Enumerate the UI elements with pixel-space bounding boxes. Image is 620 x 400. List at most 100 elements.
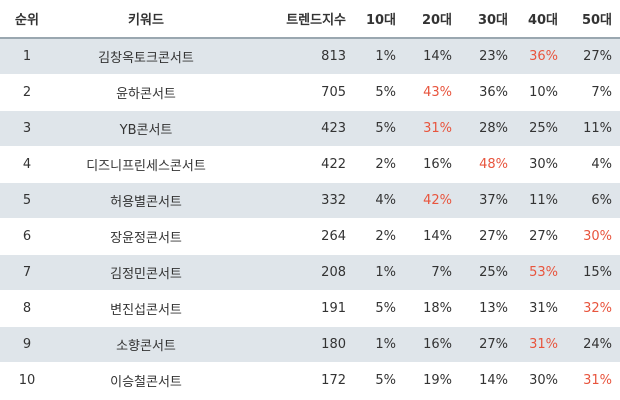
age50-cell: 11% [566, 110, 620, 146]
rank-cell: 7 [0, 254, 54, 290]
age40-cell: 27% [516, 218, 566, 254]
keyword-cell: 김정민콘서트 [54, 254, 238, 290]
age40-cell: 25% [516, 110, 566, 146]
age30-cell: 48% [460, 146, 516, 182]
table-row: 4 디즈니프린세스콘서트 422 2% 16% 48% 30% 4% [0, 146, 620, 182]
age50-cell: 32% [566, 290, 620, 326]
header-keyword: 키워드 [54, 0, 238, 38]
header-age30: 30대 [460, 0, 516, 38]
trend-index-cell: 813 [238, 38, 354, 74]
age10-cell: 2% [354, 218, 404, 254]
table-row: 5 허용별콘서트 332 4% 42% 37% 11% 6% [0, 182, 620, 218]
age50-cell: 30% [566, 218, 620, 254]
keyword-cell: 장윤정콘서트 [54, 218, 238, 254]
age20-cell: 14% [404, 218, 460, 254]
age40-cell: 31% [516, 290, 566, 326]
age10-cell: 1% [354, 38, 404, 74]
age20-cell: 14% [404, 38, 460, 74]
trend-index-cell: 705 [238, 74, 354, 110]
rank-cell: 6 [0, 218, 54, 254]
age50-cell: 7% [566, 74, 620, 110]
header-age10: 10대 [354, 0, 404, 38]
age10-cell: 2% [354, 146, 404, 182]
table-row: 9 소향콘서트 180 1% 16% 27% 31% 24% [0, 326, 620, 362]
rank-cell: 4 [0, 146, 54, 182]
age10-cell: 5% [354, 74, 404, 110]
age10-cell: 5% [354, 290, 404, 326]
trend-index-cell: 264 [238, 218, 354, 254]
keyword-cell: 허용별콘서트 [54, 182, 238, 218]
table-row: 6 장윤정콘서트 264 2% 14% 27% 27% 30% [0, 218, 620, 254]
age30-cell: 23% [460, 38, 516, 74]
age40-cell: 53% [516, 254, 566, 290]
age30-cell: 28% [460, 110, 516, 146]
rank-cell: 5 [0, 182, 54, 218]
age20-cell: 42% [404, 182, 460, 218]
table-header-row: 순위 키워드 트렌드지수 10대 20대 30대 40대 50대 [0, 0, 620, 38]
age50-cell: 31% [566, 362, 620, 398]
age30-cell: 27% [460, 326, 516, 362]
table-row: 3 YB콘서트 423 5% 31% 28% 25% 11% [0, 110, 620, 146]
age40-cell: 11% [516, 182, 566, 218]
age30-cell: 13% [460, 290, 516, 326]
age20-cell: 31% [404, 110, 460, 146]
keyword-cell: YB콘서트 [54, 110, 238, 146]
keyword-cell: 디즈니프린세스콘서트 [54, 146, 238, 182]
age20-cell: 16% [404, 326, 460, 362]
age10-cell: 5% [354, 362, 404, 398]
table-row: 8 변진섭콘서트 191 5% 18% 13% 31% 32% [0, 290, 620, 326]
age50-cell: 27% [566, 38, 620, 74]
header-rank: 순위 [0, 0, 54, 38]
table-row: 2 윤하콘서트 705 5% 43% 36% 10% 7% [0, 74, 620, 110]
age40-cell: 10% [516, 74, 566, 110]
keyword-cell: 김창옥토크콘서트 [54, 38, 238, 74]
header-trend-index: 트렌드지수 [238, 0, 354, 38]
table-row: 7 김정민콘서트 208 1% 7% 25% 53% 15% [0, 254, 620, 290]
rank-cell: 3 [0, 110, 54, 146]
rank-cell: 8 [0, 290, 54, 326]
header-age20: 20대 [404, 0, 460, 38]
keyword-cell: 이승철콘서트 [54, 362, 238, 398]
age40-cell: 36% [516, 38, 566, 74]
age30-cell: 27% [460, 218, 516, 254]
age10-cell: 1% [354, 326, 404, 362]
trend-index-cell: 422 [238, 146, 354, 182]
trend-index-cell: 191 [238, 290, 354, 326]
trend-index-cell: 180 [238, 326, 354, 362]
keyword-cell: 윤하콘서트 [54, 74, 238, 110]
age40-cell: 30% [516, 146, 566, 182]
trend-index-cell: 172 [238, 362, 354, 398]
table-row: 1 김창옥토크콘서트 813 1% 14% 23% 36% 27% [0, 38, 620, 74]
age20-cell: 16% [404, 146, 460, 182]
age50-cell: 15% [566, 254, 620, 290]
keyword-cell: 변진섭콘서트 [54, 290, 238, 326]
age50-cell: 4% [566, 146, 620, 182]
age20-cell: 43% [404, 74, 460, 110]
age30-cell: 14% [460, 362, 516, 398]
trend-index-cell: 423 [238, 110, 354, 146]
age40-cell: 30% [516, 362, 566, 398]
rank-cell: 1 [0, 38, 54, 74]
table-row: 10 이승철콘서트 172 5% 19% 14% 30% 31% [0, 362, 620, 398]
age40-cell: 31% [516, 326, 566, 362]
keyword-cell: 소향콘서트 [54, 326, 238, 362]
rank-cell: 10 [0, 362, 54, 398]
age50-cell: 24% [566, 326, 620, 362]
age10-cell: 1% [354, 254, 404, 290]
header-age50: 50대 [566, 0, 620, 38]
age30-cell: 37% [460, 182, 516, 218]
trend-index-cell: 332 [238, 182, 354, 218]
age10-cell: 4% [354, 182, 404, 218]
rank-cell: 9 [0, 326, 54, 362]
age10-cell: 5% [354, 110, 404, 146]
age30-cell: 25% [460, 254, 516, 290]
header-age40: 40대 [516, 0, 566, 38]
age20-cell: 18% [404, 290, 460, 326]
age20-cell: 19% [404, 362, 460, 398]
rank-cell: 2 [0, 74, 54, 110]
trend-index-cell: 208 [238, 254, 354, 290]
age50-cell: 6% [566, 182, 620, 218]
age30-cell: 36% [460, 74, 516, 110]
age20-cell: 7% [404, 254, 460, 290]
